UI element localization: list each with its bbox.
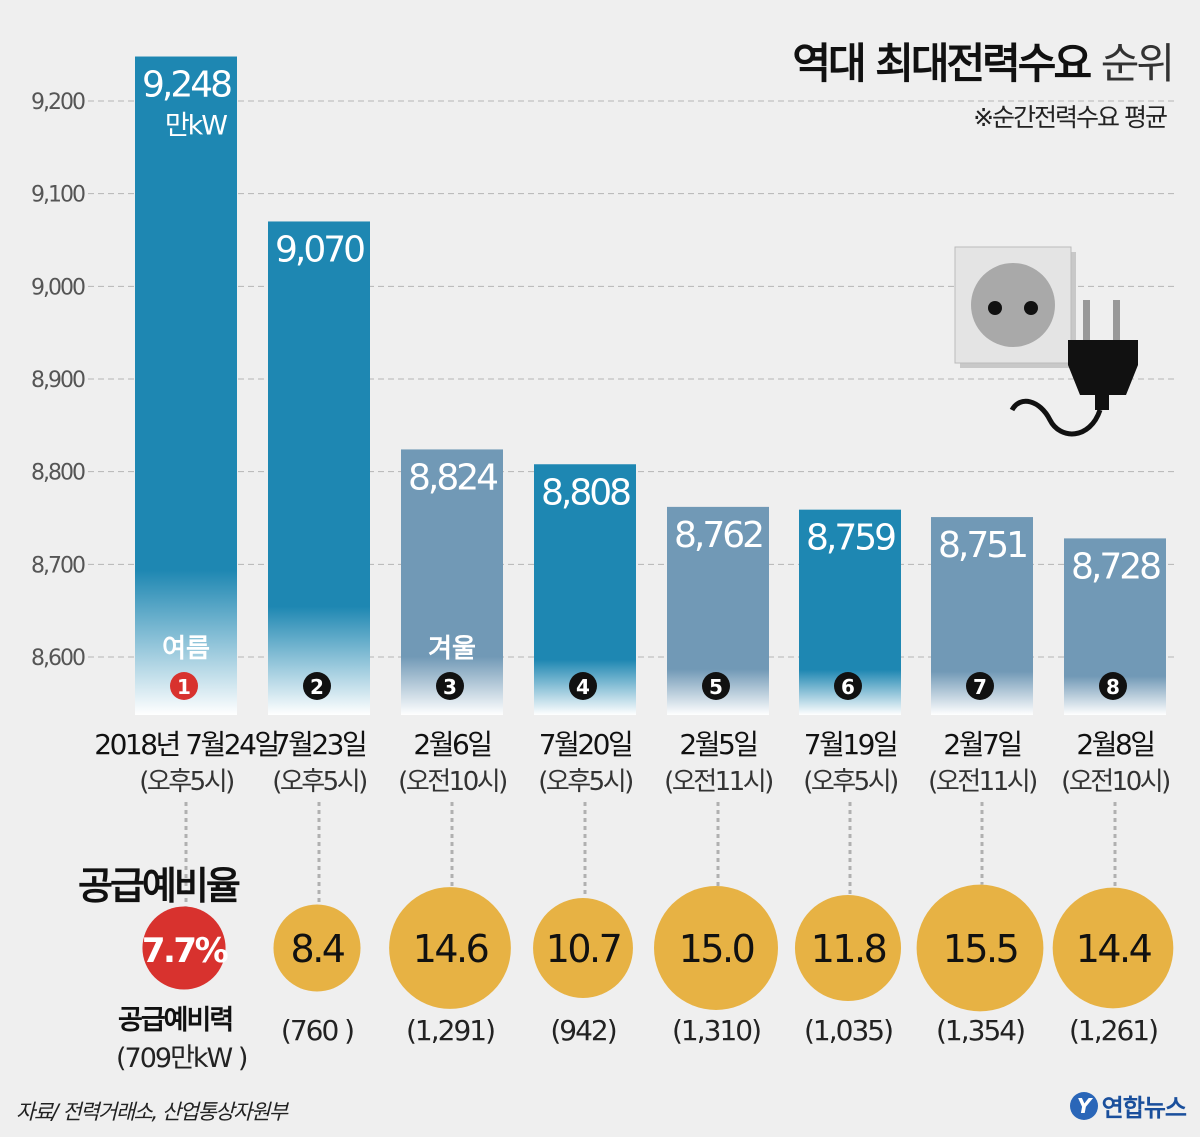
y-tick-label: 9,200 [31, 90, 85, 115]
rank-badge [436, 672, 464, 700]
reserve-rate-label: 14.4 [1076, 927, 1152, 971]
bar-value-label: 8,759 [806, 518, 895, 559]
x-category-label: 7월20일 [539, 728, 632, 761]
logo-mark-icon: Y [1069, 1091, 1098, 1120]
chart-subtitle: ※순간전력수요 평균 [973, 103, 1168, 132]
rank-number: 7 [973, 675, 987, 699]
reserve-rate-label: 14.6 [413, 927, 488, 971]
rank-number: 5 [709, 675, 723, 699]
x-category-label: 2월5일 [679, 728, 757, 761]
x-time-label: (오전10시) [1061, 767, 1169, 797]
bar [268, 221, 370, 715]
rank-badge [569, 672, 597, 700]
reserve-power-title: 공급예비력 [118, 1005, 234, 1036]
bar-value-label: 8,728 [1071, 546, 1160, 587]
rank-number: 8 [1106, 675, 1120, 699]
y-tick-label: 8,800 [31, 461, 85, 486]
bar-value-label: 8,824 [408, 457, 497, 498]
y-tick-label: 8,600 [31, 646, 85, 671]
rank-number: 6 [841, 675, 855, 699]
y-tick-label: 8,900 [31, 368, 85, 393]
rank-number: 3 [443, 675, 457, 699]
rank-badge [303, 672, 331, 700]
reserve-rate-title: 공급예비율 [78, 864, 241, 908]
rank-badge [1099, 672, 1127, 700]
reserve-rate-label: 15.0 [679, 927, 754, 971]
x-category-label: 2월6일 [413, 728, 491, 761]
bar-value-label: 9,070 [275, 229, 364, 270]
x-time-label: (오전11시) [928, 767, 1036, 797]
reserve-rate-bubble [389, 887, 511, 1009]
rank-number: 4 [576, 675, 590, 699]
x-category-label: 2월7일 [943, 728, 1021, 761]
x-time-label: (오후5시) [803, 767, 897, 797]
reserve-rate-bubble [1052, 887, 1174, 1009]
reserve-power-label: (1,310) [672, 1014, 760, 1047]
reserve-power-label: (1,354) [936, 1014, 1024, 1047]
rank-badge [702, 672, 730, 700]
rank-number: 2 [310, 675, 324, 699]
rank-badge [834, 672, 862, 700]
unit-label: 만kW [165, 111, 227, 142]
reserve-rate-label: 7.7% [142, 931, 228, 971]
chart-title: 역대 최대전력수요 순위 [792, 39, 1175, 88]
reserve-rate-label: 10.7 [546, 927, 621, 971]
bar [401, 449, 503, 715]
reserve-power-label: (942) [550, 1014, 615, 1047]
x-time-label: (오후5시) [538, 767, 632, 797]
yonhap-logo: Y 연합뉴스 [1069, 1088, 1187, 1123]
x-category-label: 7월19일 [804, 728, 897, 761]
reserve-power-first: (709만kW ) [116, 1043, 248, 1074]
bar-value-label: 8,762 [674, 515, 762, 556]
rank-badge [170, 672, 198, 700]
bar-value-label: 9,248 [142, 65, 231, 106]
reserve-rate-label: 15.5 [943, 927, 1018, 971]
bar-value-label: 8,751 [938, 525, 1026, 566]
x-category-label: 7월23일 [273, 728, 366, 761]
bar [135, 56, 237, 715]
x-time-label: (오전11시) [664, 767, 772, 797]
y-tick-label: 8,700 [31, 553, 85, 578]
power-outlet-icon [954, 246, 1076, 368]
y-tick-label: 9,100 [31, 183, 85, 208]
plug-icon [1009, 300, 1138, 437]
reserve-rate-label: 8.4 [291, 927, 345, 971]
reserve-power-label: (760 ) [281, 1014, 353, 1047]
rank-badge [966, 672, 994, 700]
reserve-rate-bubble [916, 884, 1044, 1012]
reserve-rate-bubble [273, 904, 361, 992]
bar-value-label: 8,808 [541, 472, 630, 513]
x-category-label: 2월8일 [1076, 728, 1154, 761]
x-time-label: (오후5시) [272, 767, 366, 797]
reserve-power-label: (1,261) [1069, 1014, 1157, 1047]
x-time-label: (오후5시) [139, 767, 233, 797]
season-label: 겨울 [428, 634, 476, 664]
y-tick-label: 9,000 [31, 275, 85, 300]
reserve-rate-bubble [794, 894, 902, 1002]
reserve-rate-bubble [533, 898, 633, 998]
source-note: 자료/ 전력거래소, 산업통상자원부 [16, 1100, 288, 1124]
x-category-label: 2018년 7월24일 [94, 728, 278, 761]
x-time-label: (오전10시) [398, 767, 506, 797]
reserve-power-label: (1,035) [804, 1014, 892, 1047]
reserve-power-label: (1,291) [406, 1014, 494, 1047]
reserve-rate-bubble [654, 886, 778, 1010]
reserve-rate-label: 11.8 [811, 927, 886, 971]
rank-number: 1 [177, 675, 191, 699]
season-label: 여름 [162, 634, 210, 664]
reserve-rate-bubble [142, 906, 226, 990]
